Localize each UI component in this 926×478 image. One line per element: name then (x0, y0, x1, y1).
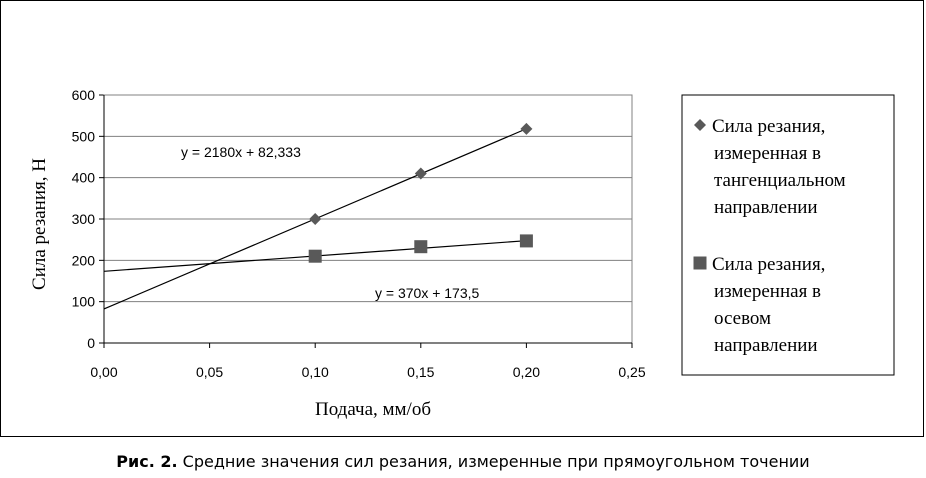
y-tick-label: 500 (72, 128, 96, 144)
chart-frame: 0 100 200 300 400 500 600 0,00 0,05 0,10 0,15 0,20 0… (0, 0, 924, 437)
legend-marker (693, 256, 707, 270)
legend-label: направлении (714, 197, 818, 218)
y-tick-label: 300 (72, 211, 96, 227)
legend-label: осевом (714, 308, 771, 329)
legend-marker (694, 119, 706, 131)
data-point (520, 122, 533, 135)
x-tick-label: 0,05 (196, 364, 223, 380)
x-tick-label: 0,10 (302, 364, 329, 380)
data-point (414, 240, 428, 254)
legend-label: измеренная в (714, 143, 821, 164)
y-tick-label: 400 (72, 170, 96, 186)
legend-label: тангенциальном (714, 170, 846, 191)
chart-svg: 0 100 200 300 400 500 600 0,00 0,05 0,10 0,15 0,20 0… (29, 87, 895, 420)
data-point (308, 249, 322, 263)
y-tick-label: 200 (72, 252, 96, 268)
trendline-equation: y = 370x + 173,5 (375, 285, 480, 301)
legend-label: измеренная в (714, 281, 821, 302)
figure-caption: Рис. 2. Средние значения сил резания, из… (0, 452, 926, 471)
caption-text: Средние значения сил резания, измеренные… (177, 452, 810, 471)
data-point (309, 213, 322, 225)
trendline-equation: y = 2180x + 82,333 (181, 144, 301, 160)
legend-label: направлении (714, 335, 818, 356)
data-point (414, 167, 427, 180)
x-axis-title: Подача, мм/об (315, 399, 431, 420)
legend-label: Сила резания, (712, 254, 825, 275)
x-tick-label: 0,00 (90, 364, 117, 380)
x-tick-label: 0,15 (407, 364, 434, 380)
caption-label: Рис. 2. (116, 452, 178, 471)
y-tick-label: 100 (72, 294, 96, 310)
data-point (519, 234, 533, 248)
y-tick-label: 600 (72, 87, 96, 103)
legend-label: Сила резания, (712, 116, 825, 137)
x-tick-label: 0,25 (618, 364, 645, 380)
y-tick-label: 0 (87, 335, 95, 351)
legend-box (681, 94, 895, 376)
y-axis-title: Сила резания, Н (29, 158, 50, 290)
x-tick-label: 0,20 (513, 364, 540, 380)
